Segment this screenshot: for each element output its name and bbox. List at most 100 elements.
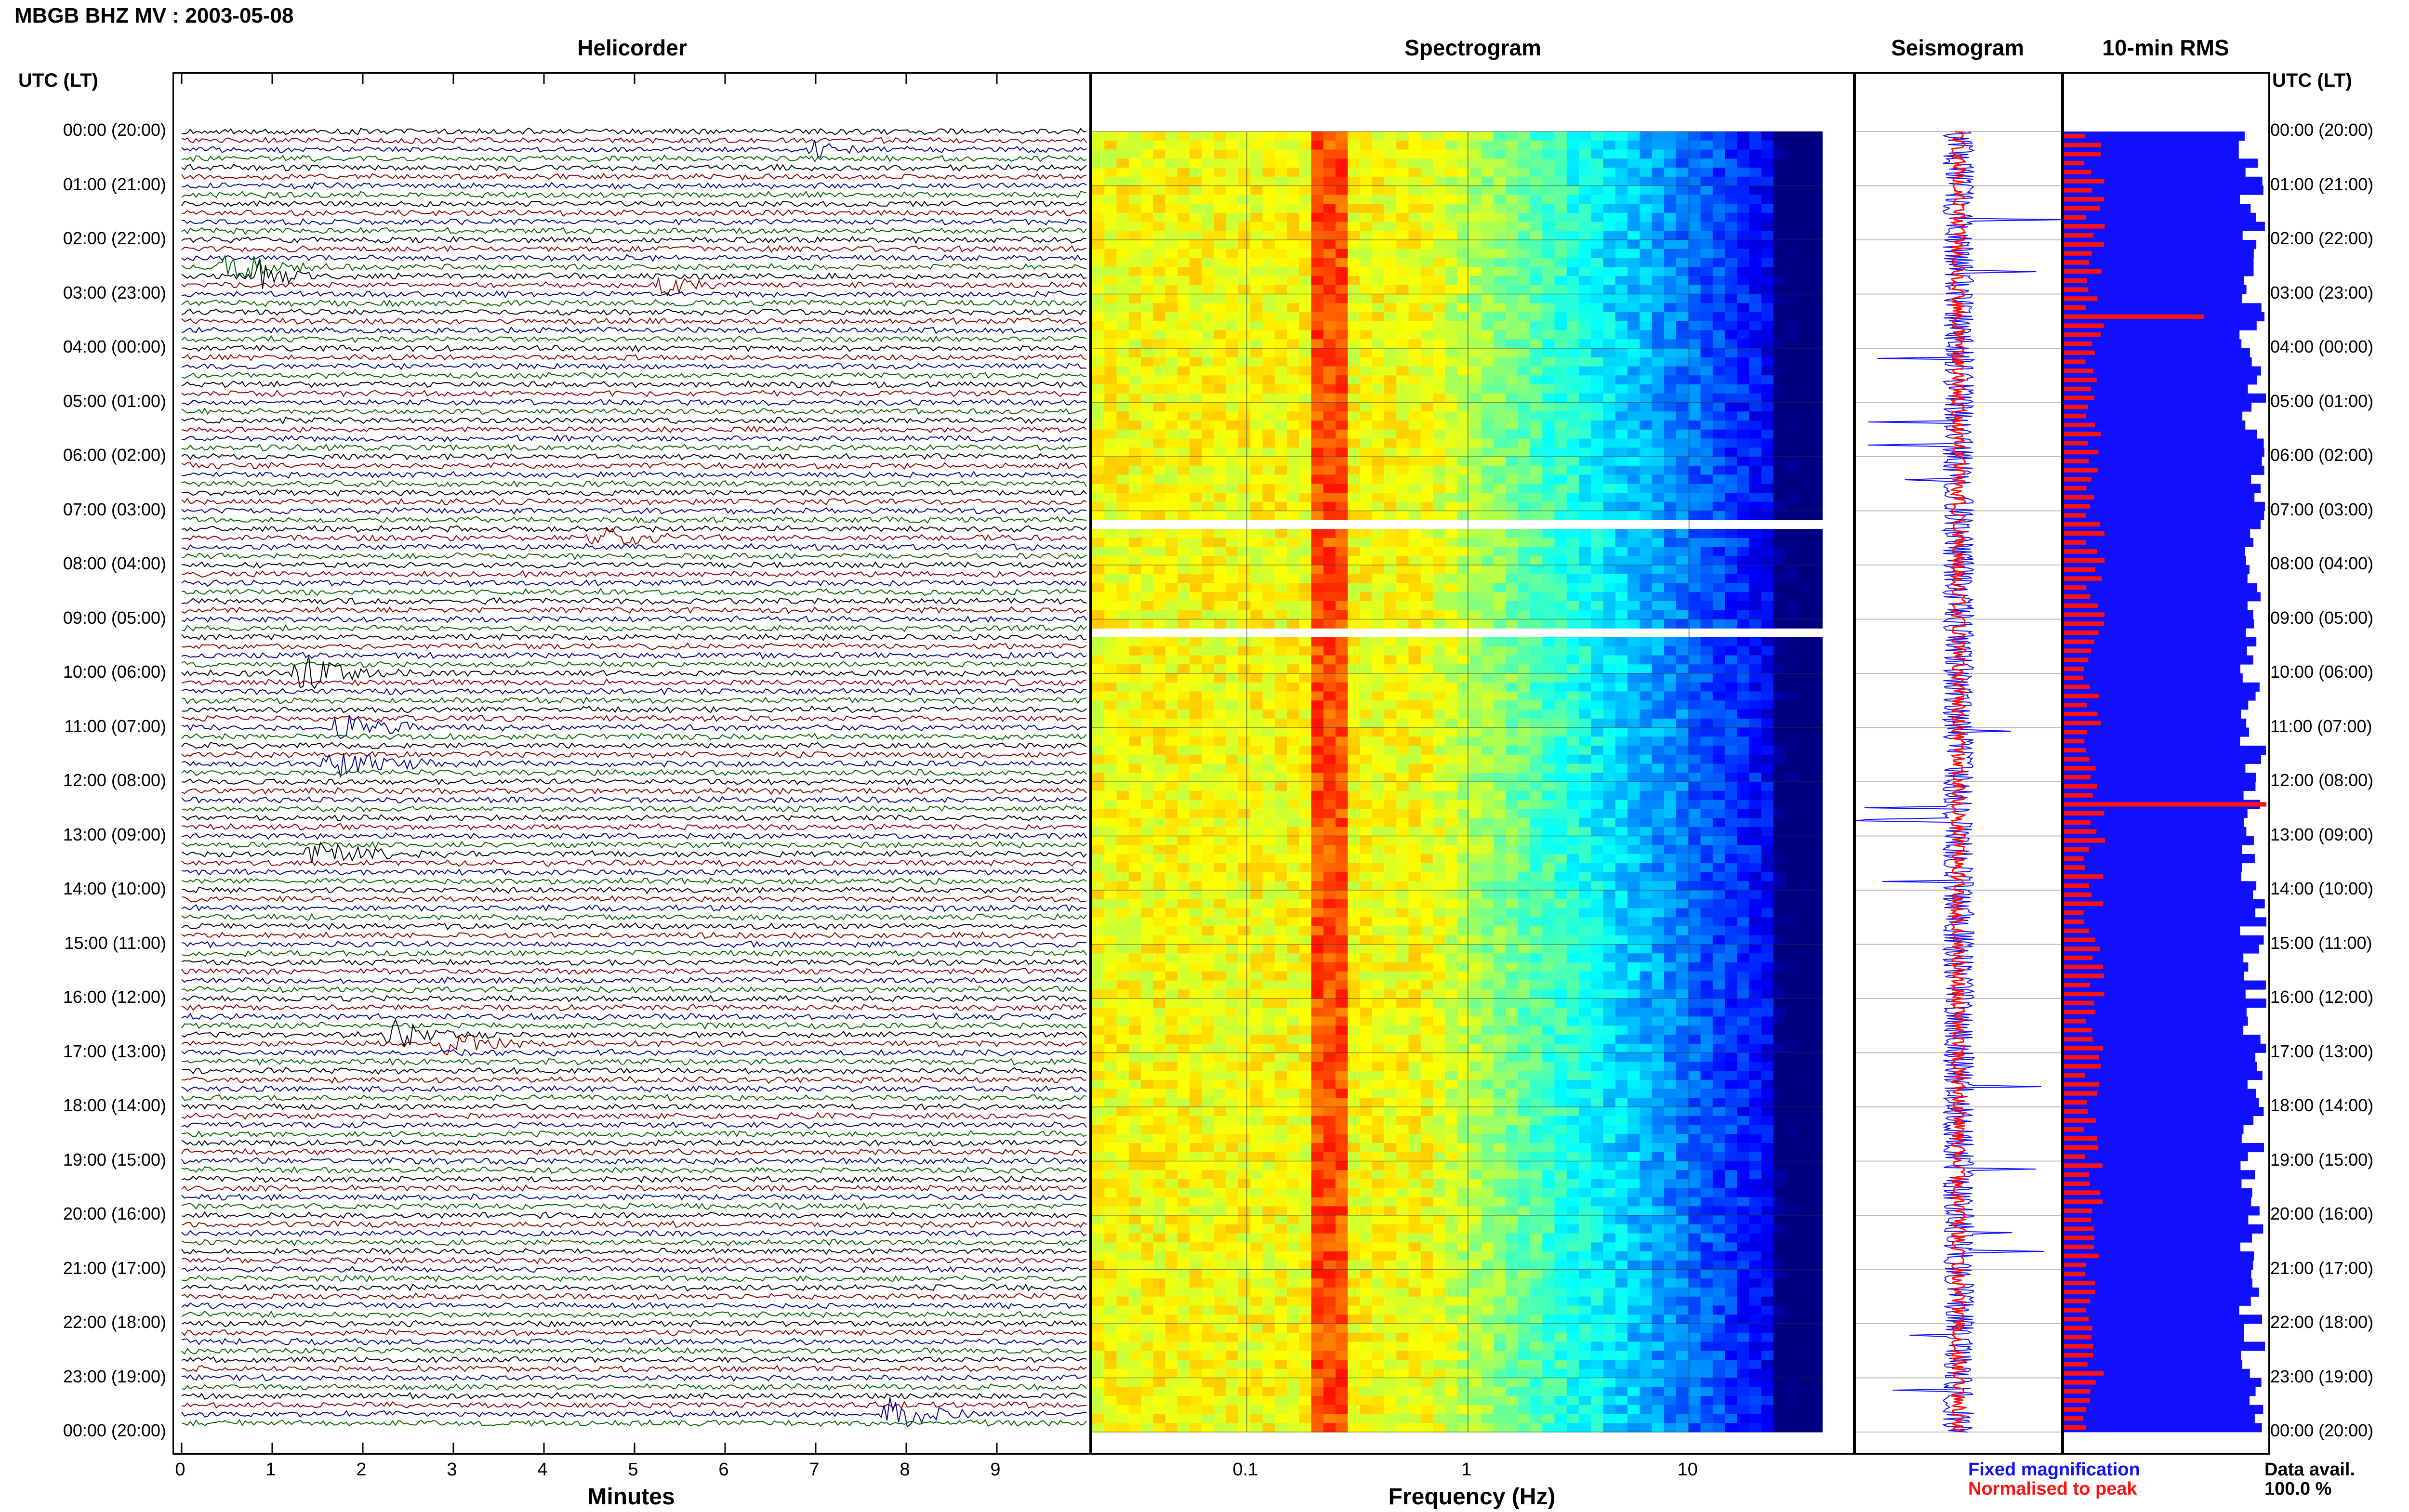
spectrogram-cell: [1688, 222, 1701, 231]
spectrogram-cell: [1274, 574, 1287, 584]
spectrogram-cell: [1214, 149, 1227, 159]
spectrogram-cell: [1542, 574, 1555, 584]
spectrogram-cell: [1652, 429, 1665, 439]
spectrogram-cell: [1408, 285, 1421, 295]
spectrogram-cell: [1615, 457, 1628, 466]
spectrogram-cell: [1737, 339, 1750, 349]
spectrogram-cell: [1250, 727, 1263, 737]
spectrogram-cell: [1749, 474, 1762, 484]
spectrogram-cell: [1506, 185, 1519, 195]
spectrogram-cell: [1737, 682, 1750, 692]
spectrogram-cell: [1798, 782, 1811, 791]
spectrogram-cell: [1518, 366, 1531, 376]
spectrogram-cell: [1798, 303, 1811, 313]
spectrogram-cell: [1761, 700, 1774, 710]
spectrogram-cell: [1165, 438, 1178, 448]
helicorder-trace: [181, 480, 1087, 488]
spectrogram-cell: [1688, 601, 1701, 611]
spectrogram-cell: [1323, 646, 1336, 656]
spectrogram-cell: [1712, 222, 1725, 231]
spectrogram-cell: [1226, 790, 1239, 801]
spectrogram-cell: [1396, 231, 1409, 240]
spectrogram-cell: [1274, 619, 1287, 629]
spectrogram-cell: [1408, 249, 1421, 259]
spectrogram-cell: [1603, 682, 1616, 692]
spectrogram-cell: [1372, 393, 1385, 403]
spectrogram-cell: [1530, 465, 1543, 475]
spectrogram-cell: [1749, 140, 1762, 150]
spectrogram-cell: [1579, 854, 1592, 864]
spectrogram-cell: [1104, 574, 1117, 584]
spectrogram-cell: [1725, 285, 1738, 295]
spectrogram-cell: [1725, 754, 1738, 764]
spectrogram-cell: [1591, 402, 1604, 412]
helicorder-trace: [181, 389, 1087, 397]
spectrogram-cell: [1128, 700, 1141, 710]
spectrogram-cell: [1676, 438, 1689, 448]
spectrogram-cell: [1786, 501, 1799, 512]
spectrogram-cell: [1104, 827, 1117, 837]
spectrogram-cell: [1615, 222, 1628, 231]
spectrogram-cell: [1725, 249, 1738, 259]
spectrogram-cell: [1652, 836, 1665, 845]
spectrogram-cell: [1433, 763, 1446, 773]
spectrogram-cell: [1615, 845, 1628, 855]
hour-label-right: 19:00 (15:00): [2270, 1149, 2374, 1170]
spectrogram-cell: [1372, 375, 1385, 385]
spectrogram-cell: [1542, 438, 1555, 448]
hour-label-right: 12:00 (08:00): [2270, 770, 2374, 790]
spectrogram-cell: [1190, 809, 1203, 818]
spectrogram-cell: [1615, 185, 1628, 195]
spectrogram-cell: [1408, 547, 1421, 556]
spectrogram-cell: [1530, 204, 1543, 213]
spectrogram-cell: [1761, 574, 1774, 584]
spectrogram-cell: [1482, 321, 1495, 331]
spectrogram-cell: [1482, 556, 1495, 565]
helicorder-trace: [181, 1034, 1087, 1056]
spectrogram-cell: [1676, 421, 1689, 430]
spectrogram-cell: [1214, 402, 1227, 412]
spectrogram-cell: [1469, 773, 1482, 782]
spectrogram-cell: [1226, 574, 1239, 584]
spectrogram-cell: [1177, 168, 1190, 177]
spectrogram-cell: [1542, 149, 1555, 159]
helicorder-trace: [181, 525, 1087, 533]
spectrogram-cell: [1299, 140, 1312, 150]
spectrogram-cell: [1664, 574, 1677, 584]
spectrogram-cell: [1177, 646, 1190, 656]
spectrogram-cell: [1725, 321, 1738, 331]
spectrogram-cell: [1262, 330, 1275, 340]
spectrogram-cell: [1128, 411, 1141, 421]
spectrogram-cell: [1104, 348, 1117, 358]
spectrogram-cell: [1494, 556, 1507, 565]
spectrogram-cell: [1250, 447, 1263, 457]
spectrogram-cell: [1116, 429, 1129, 439]
spectrogram-cell: [1372, 447, 1385, 457]
spectrogram-cell: [1311, 457, 1324, 466]
spectrogram-cell: [1396, 465, 1409, 475]
spectrogram-cell: [1202, 267, 1215, 276]
spectrogram-cell: [1774, 538, 1787, 548]
spectrogram-cell: [1530, 710, 1543, 719]
hour-label-right: 11:00 (07:00): [2270, 716, 2372, 736]
spectrogram-cell: [1700, 592, 1713, 602]
spectrogram-cell: [1664, 474, 1677, 484]
spectrogram-cell: [1372, 195, 1385, 204]
spectrogram-cell: [1579, 294, 1592, 303]
spectrogram-cell: [1092, 592, 1105, 602]
spectrogram-cell: [1591, 746, 1604, 755]
spectrogram-cell: [1104, 763, 1117, 773]
spectrogram-cell: [1445, 746, 1458, 755]
spectrogram-cell: [1116, 619, 1129, 629]
spectrogram-cell: [1420, 637, 1433, 647]
spectrogram-cell: [1676, 800, 1689, 809]
spectrogram-cell: [1445, 827, 1458, 837]
spectrogram-cell: [1506, 176, 1519, 186]
spectrogram-cell: [1566, 809, 1579, 818]
spectrogram-cell: [1457, 664, 1470, 674]
spectrogram-cell: [1445, 140, 1458, 150]
spectrogram-cell: [1591, 700, 1604, 710]
spectrogram-cell: [1457, 465, 1470, 475]
spectrogram-cell: [1092, 773, 1105, 782]
spectrogram-cell: [1554, 411, 1567, 421]
